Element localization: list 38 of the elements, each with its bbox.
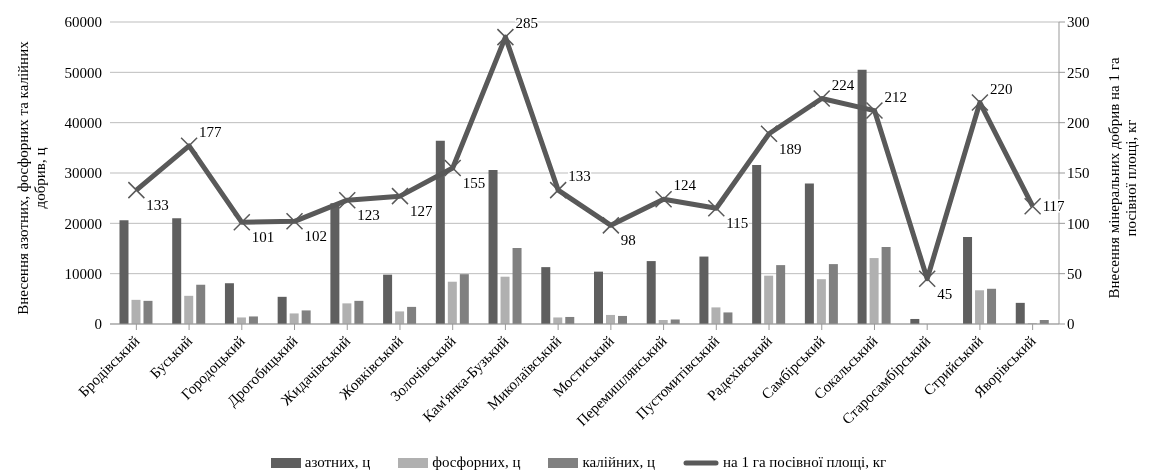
y2-tick-label: 0 [1067, 316, 1075, 333]
y2-tick-label: 100 [1067, 215, 1090, 232]
data-label: 124 [673, 177, 697, 194]
legend-label: калійних, ц [582, 454, 656, 471]
data-label: 101 [251, 229, 275, 246]
data-label: 224 [831, 76, 855, 93]
data-label: 220 [989, 80, 1013, 97]
data-label: 115 [726, 215, 749, 232]
data-label: 285 [515, 15, 538, 32]
data-label: 155 [462, 174, 486, 191]
data-label: 212 [884, 88, 907, 105]
data-label: 98 [620, 232, 636, 249]
data-label: 123 [357, 207, 380, 224]
data-label: 45 [937, 285, 953, 302]
y2-tick-label: 50 [1067, 265, 1082, 282]
y-tick-label: 30000 [64, 165, 102, 182]
y-tick-label: 20000 [64, 215, 102, 232]
y2-tick-label: 200 [1067, 114, 1090, 131]
data-label: 117 [1042, 198, 1066, 215]
y2-tick-label: 300 [1067, 14, 1090, 31]
data-label: 133 [568, 168, 591, 185]
y-tick-label: 60000 [64, 14, 102, 31]
y-tick-label: 10000 [64, 265, 102, 282]
y-axis-title: Внесення азотних, фосфорних та калійних добрив, ц [15, 40, 48, 315]
data-label: 177 [199, 123, 223, 140]
y-tick-label: 40000 [64, 114, 102, 131]
legend-label: на 1 га посівної площі, кг [723, 454, 887, 471]
y2-axis-title: Внесення мінеральних добрив на 1 га посівної площі, кг [1106, 57, 1139, 299]
legend-label: азотних, ц [304, 454, 371, 471]
data-label: 127 [409, 203, 433, 220]
legend-label: фосфорних, ц [432, 454, 521, 471]
y2-tick-label: 150 [1067, 165, 1090, 182]
y2-tick-label: 250 [1067, 64, 1090, 81]
data-label: 133 [146, 197, 169, 214]
data-label: 102 [304, 228, 328, 245]
data-label: 189 [779, 140, 802, 157]
y-tick-label: 50000 [64, 64, 102, 81]
y-tick-label: 0 [94, 316, 102, 333]
